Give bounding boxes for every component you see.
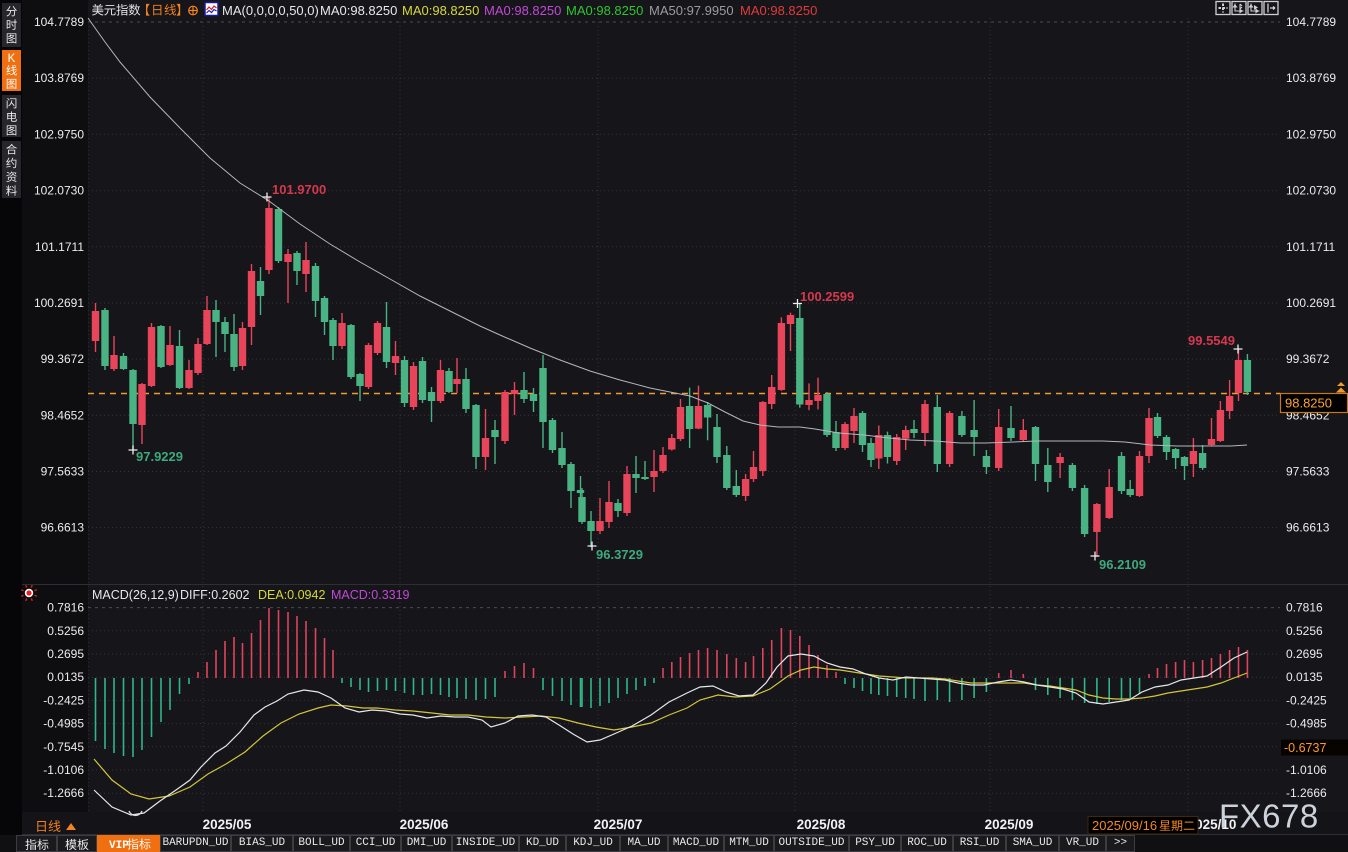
svg-text:100.2691: 100.2691 <box>1286 296 1336 310</box>
svg-text:99.5549: 99.5549 <box>1188 333 1235 348</box>
svg-text:96.2109: 96.2109 <box>1099 557 1146 572</box>
svg-text:96.6613: 96.6613 <box>41 521 85 535</box>
svg-text:104.7789: 104.7789 <box>34 15 84 29</box>
svg-text:FX678: FX678 <box>1219 798 1319 835</box>
svg-text:96.6613: 96.6613 <box>1286 521 1330 535</box>
svg-text:-0.4985: -0.4985 <box>43 717 84 731</box>
svg-text:102.0730: 102.0730 <box>1286 184 1336 198</box>
svg-text:MA(0,0,0,0,50,0): MA(0,0,0,0,50,0) <box>222 3 319 18</box>
svg-text:97.5633: 97.5633 <box>41 465 85 479</box>
svg-text:104.7789: 104.7789 <box>1286 15 1336 29</box>
svg-text:K: K <box>8 53 16 65</box>
svg-text:101.1711: 101.1711 <box>1286 240 1335 254</box>
svg-text:-0.7545: -0.7545 <box>43 740 84 754</box>
svg-text:102.9750: 102.9750 <box>34 127 84 141</box>
svg-text:101.9700: 101.9700 <box>272 182 326 197</box>
svg-text:2025/09/16: 2025/09/16 <box>1092 818 1157 833</box>
svg-text:2025/06: 2025/06 <box>400 817 449 832</box>
svg-text:96.3729: 96.3729 <box>596 547 643 562</box>
svg-text:-1.0106: -1.0106 <box>43 763 84 777</box>
svg-text:-0.6737: -0.6737 <box>1284 741 1326 755</box>
svg-text:102.9750: 102.9750 <box>1286 127 1336 141</box>
svg-text:MA50:97.9950: MA50:97.9950 <box>649 3 734 18</box>
svg-text:99.3672: 99.3672 <box>41 352 85 366</box>
svg-text:97.5633: 97.5633 <box>1286 465 1330 479</box>
svg-text:97.9229: 97.9229 <box>136 449 183 464</box>
svg-text:DEA:0.0942: DEA:0.0942 <box>258 588 325 602</box>
svg-text:MA0:98.8250: MA0:98.8250 <box>484 3 561 18</box>
svg-text:103.8769: 103.8769 <box>34 71 84 85</box>
svg-text:-1.2666: -1.2666 <box>1286 786 1327 800</box>
svg-text:-0.4985: -0.4985 <box>1286 717 1327 731</box>
svg-text:VIP: VIP <box>109 840 129 852</box>
svg-text:MACD:0.3319: MACD:0.3319 <box>331 588 410 602</box>
svg-text:MA0:98.8250: MA0:98.8250 <box>402 3 479 18</box>
svg-text:MA0:98.8250: MA0:98.8250 <box>320 3 397 18</box>
svg-text:MA0:98.8250: MA0:98.8250 <box>740 3 817 18</box>
svg-text:0.2695: 0.2695 <box>47 647 84 661</box>
svg-text:-1.0106: -1.0106 <box>1286 763 1327 777</box>
svg-text:MACD(26,12,9): MACD(26,12,9) <box>92 588 179 602</box>
svg-text:0.0135: 0.0135 <box>47 670 84 684</box>
svg-text:MA0:98.8250: MA0:98.8250 <box>566 3 643 18</box>
svg-text:0.7816: 0.7816 <box>47 601 84 615</box>
svg-text:0.5256: 0.5256 <box>1286 624 1323 638</box>
svg-text:2025/08: 2025/08 <box>797 817 846 832</box>
svg-text:0.5256: 0.5256 <box>47 624 84 638</box>
svg-text:2025/09: 2025/09 <box>985 817 1034 832</box>
svg-text:100.2599: 100.2599 <box>800 289 854 304</box>
svg-text:98.8250: 98.8250 <box>1285 396 1332 411</box>
svg-text:0.2695: 0.2695 <box>1286 647 1323 661</box>
svg-text:-0.2425: -0.2425 <box>43 693 84 707</box>
svg-text:2025/07: 2025/07 <box>594 817 643 832</box>
svg-text:2025/05: 2025/05 <box>203 817 252 832</box>
svg-text:DIFF:0.2602: DIFF:0.2602 <box>180 588 250 602</box>
svg-text:100.2691: 100.2691 <box>34 296 84 310</box>
svg-text:0.0135: 0.0135 <box>1286 670 1323 684</box>
svg-text:-0.2425: -0.2425 <box>1286 693 1327 707</box>
svg-text:99.3672: 99.3672 <box>1286 352 1330 366</box>
svg-text:103.8769: 103.8769 <box>1286 71 1336 85</box>
svg-text:2025/10: 2025/10 <box>1188 817 1237 832</box>
svg-text:-1.2666: -1.2666 <box>43 786 84 800</box>
svg-text:101.1711: 101.1711 <box>35 240 84 254</box>
svg-text:102.0730: 102.0730 <box>34 184 84 198</box>
svg-text:0.7816: 0.7816 <box>1286 601 1323 615</box>
svg-text:98.4652: 98.4652 <box>41 408 85 422</box>
